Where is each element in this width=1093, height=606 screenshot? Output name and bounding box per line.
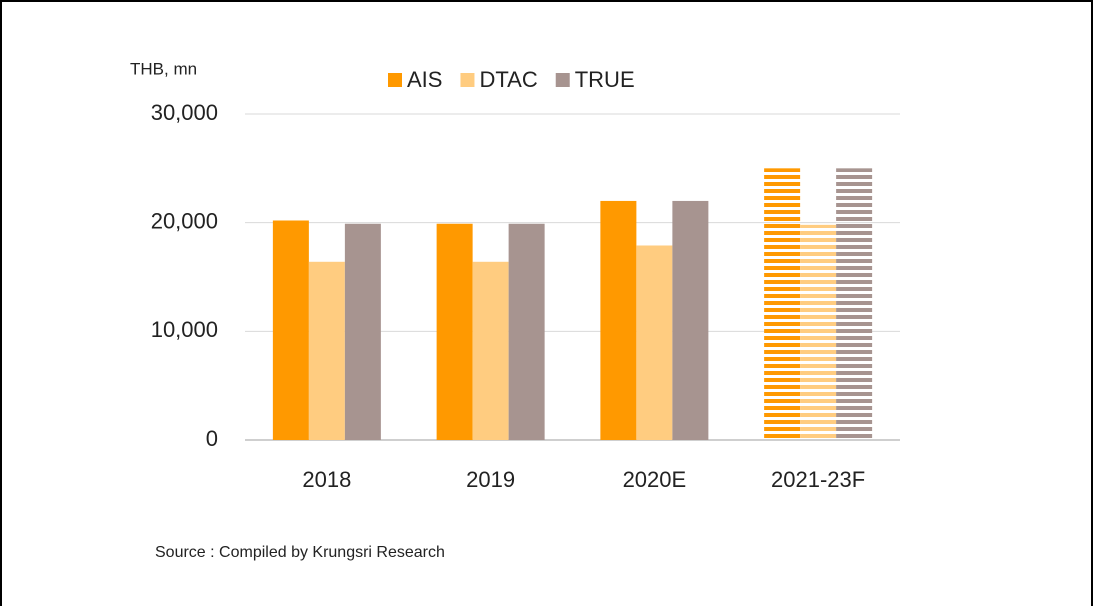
bar [836,168,873,441]
bar [472,261,509,440]
x-tick-label: 2020E [623,467,687,492]
bar [272,220,309,440]
legend-label: TRUE [575,67,635,92]
bar [636,245,673,440]
bar [308,261,345,440]
legend-swatch [555,73,570,87]
source-note: Source : Compiled by Krungsri Research [155,544,445,561]
legend-label: AIS [407,67,442,92]
y-tick-label: 20,000 [151,208,218,233]
x-tick-label: 2018 [302,467,351,492]
y-tick-label: 0 [206,426,218,451]
bar [800,224,837,440]
y-tick-label: 30,000 [151,100,218,125]
bar [436,223,473,440]
legend-swatch [460,73,475,87]
bar [600,200,637,440]
legend-swatch [388,73,402,87]
y-tick-label: 10,000 [151,317,218,342]
bar [764,168,801,441]
y-axis-label: THB, mn [130,59,197,78]
bar [672,200,709,440]
bar [508,223,545,440]
bar [344,223,381,440]
x-tick-label: 2019 [466,467,515,492]
x-tick-label: 2021-23F [771,467,865,492]
legend-label: DTAC [479,67,537,92]
